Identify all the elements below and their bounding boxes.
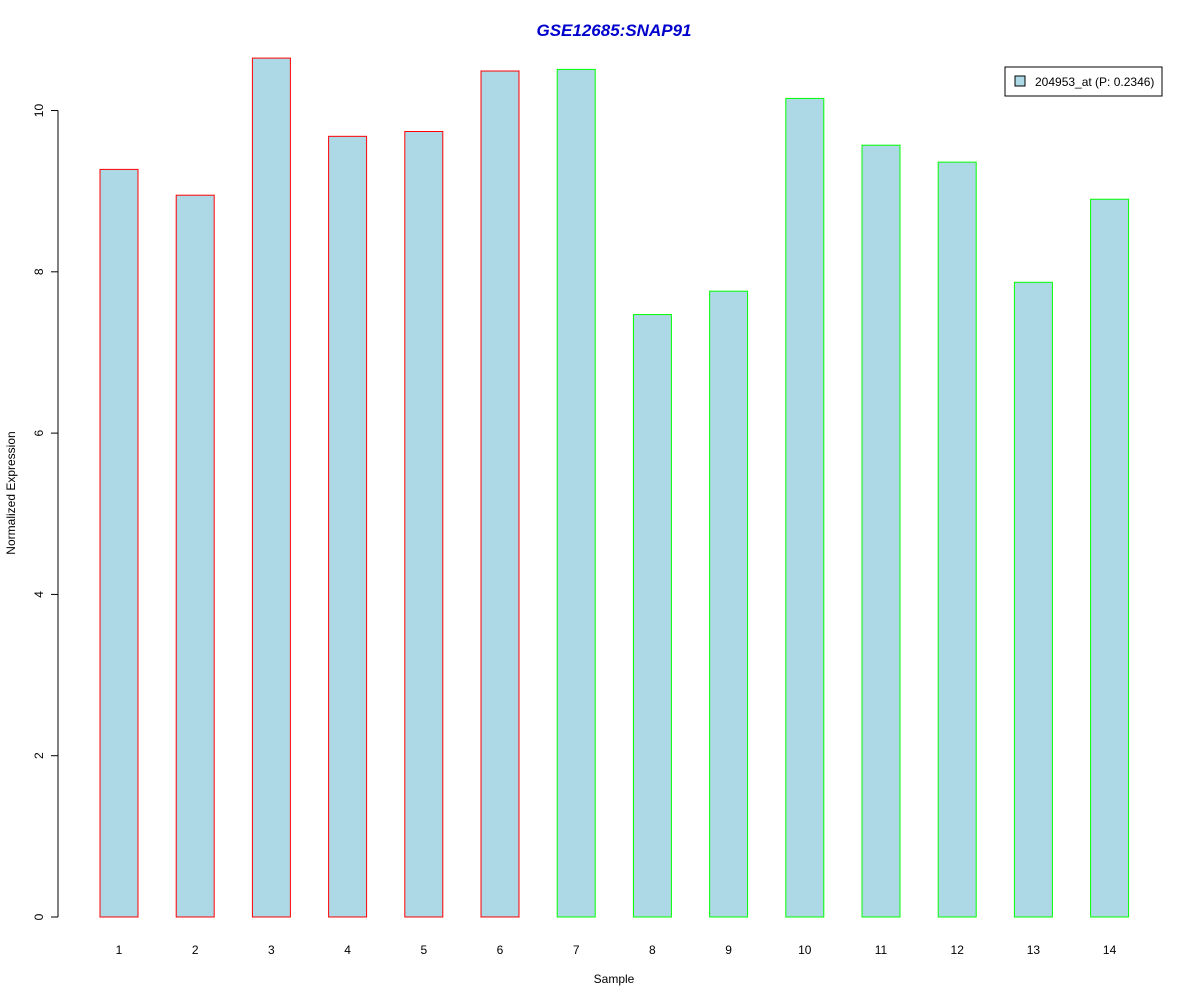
x-tick-label: 1 [116, 943, 123, 957]
x-tick-label: 11 [875, 943, 888, 957]
x-tick-label: 8 [649, 943, 656, 957]
bar-sample-13 [1013, 281, 1053, 918]
x-tick-label: 5 [420, 943, 427, 957]
legend: 204953_at (P: 0.2346) [1004, 66, 1163, 97]
bar-sample-1 [99, 168, 139, 918]
bar-sample-5 [404, 130, 444, 918]
bar-sample-8 [632, 314, 672, 918]
x-tick-label: 10 [798, 943, 812, 957]
bar-sample-10 [785, 97, 825, 918]
x-tick-label: 3 [268, 943, 275, 957]
bar-sample-6 [480, 70, 520, 918]
y-tick-label: 6 [32, 429, 46, 436]
bar-sample-2 [175, 194, 215, 918]
bar-sample-9 [709, 290, 749, 918]
x-tick-label: 4 [344, 943, 351, 957]
y-axis: 0 2 4 6 8 10 [32, 104, 59, 920]
bar-sample-7 [556, 68, 596, 918]
bar-sample-11 [861, 144, 901, 918]
x-tick-label: 2 [192, 943, 199, 957]
chart-title: GSE12685:SNAP91 [537, 21, 692, 40]
bar-sample-12 [937, 161, 977, 918]
x-axis-label: Sample [594, 972, 635, 986]
bar-sample-3 [251, 57, 291, 918]
bar-sample-14 [1090, 198, 1130, 918]
legend-label: 204953_at (P: 0.2346) [1035, 75, 1154, 89]
legend-swatch [1014, 75, 1026, 87]
x-tick-label: 12 [951, 943, 965, 957]
x-tick-label: 14 [1103, 943, 1117, 957]
x-tick-label: 13 [1027, 943, 1041, 957]
bars [99, 57, 1130, 918]
legend-box [1004, 66, 1163, 97]
y-tick-label: 4 [32, 591, 46, 598]
x-tick-label: 6 [497, 943, 504, 957]
y-tick-label: 2 [32, 752, 46, 759]
y-tick-label: 8 [32, 268, 46, 275]
x-tick-label: 9 [725, 943, 732, 957]
x-tick-label: 7 [573, 943, 580, 957]
y-tick-label: 10 [32, 104, 46, 118]
y-axis-label: Normalized Expression [4, 431, 18, 554]
y-tick-label: 0 [32, 913, 46, 920]
bar-sample-4 [328, 135, 368, 918]
x-tick-labels: 1 2 3 4 5 6 7 8 9 10 11 12 13 14 [116, 943, 1117, 957]
